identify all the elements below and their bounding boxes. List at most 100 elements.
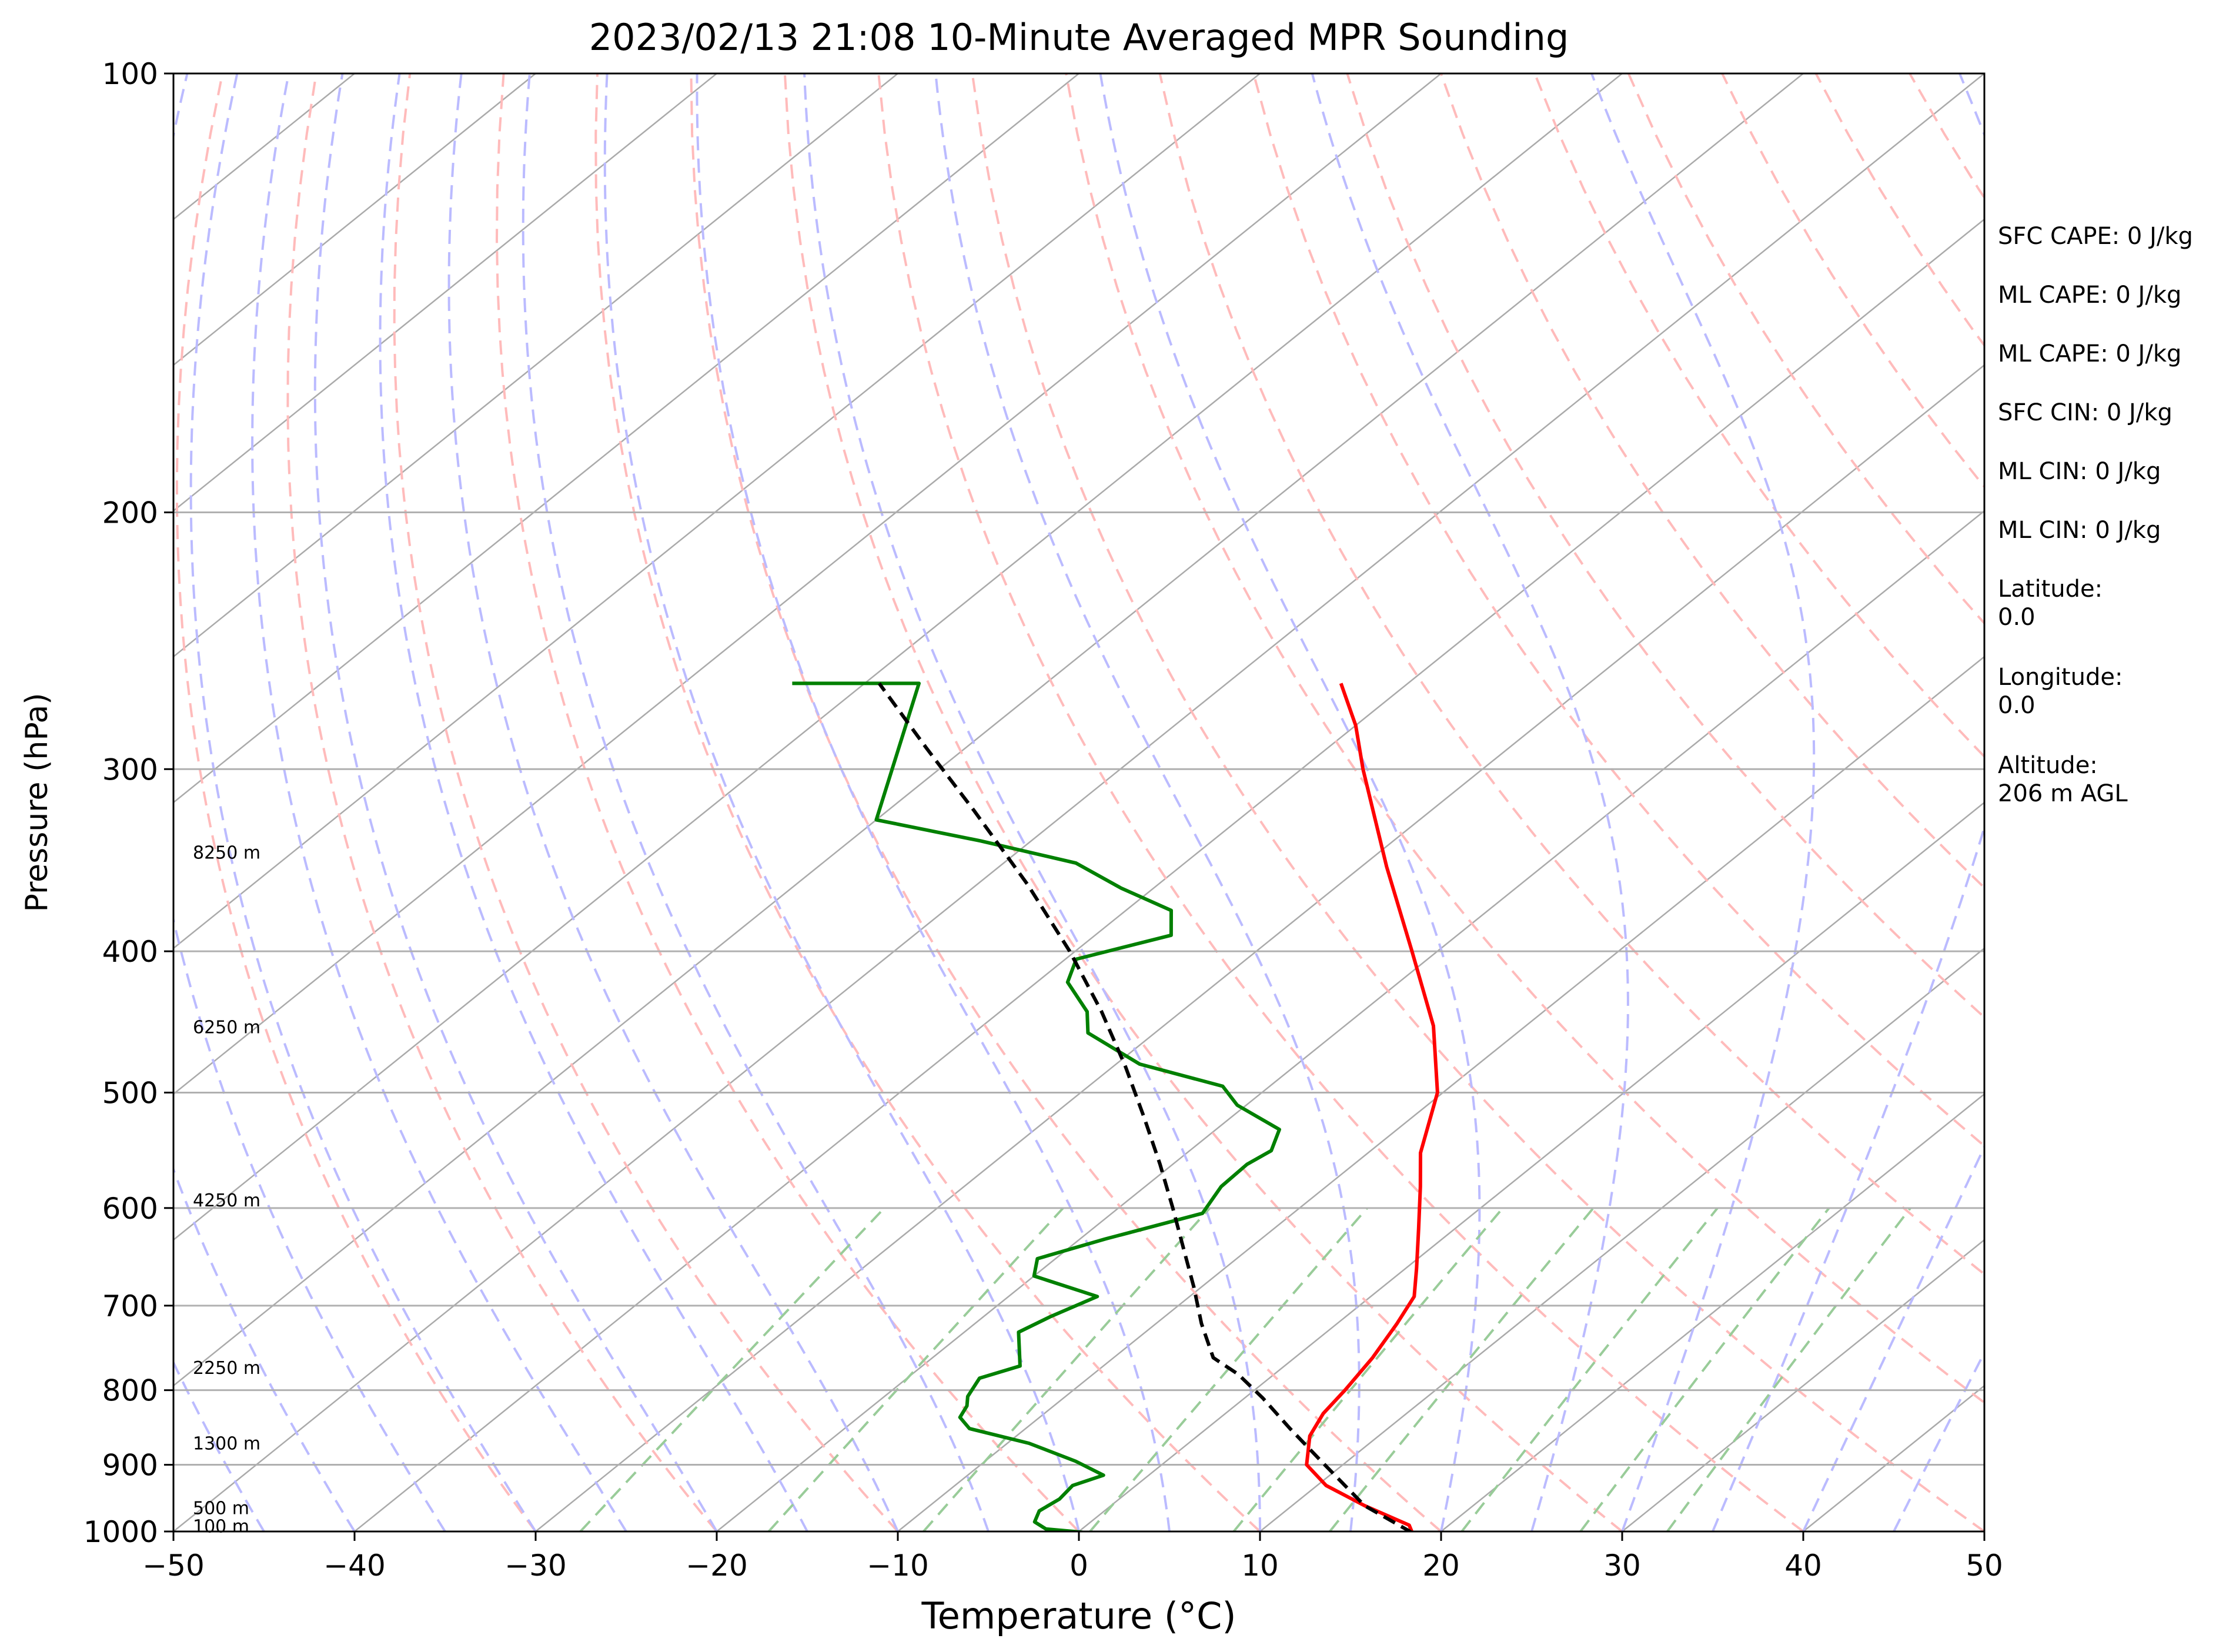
moist-adiabat-line bbox=[189, 73, 537, 1531]
moist-adiabat-line bbox=[1099, 73, 1481, 1531]
x-tick-label: 10 bbox=[1241, 1549, 1279, 1583]
height-label: 500 m bbox=[193, 1499, 249, 1519]
x-tick-label: 30 bbox=[1603, 1549, 1641, 1583]
moist-adiabat-line bbox=[1712, 73, 1984, 1531]
isotherm-line bbox=[354, 218, 1984, 1531]
moist-adiabat-line bbox=[934, 73, 1361, 1531]
isotherm-line bbox=[716, 510, 1984, 1531]
dry-adiabat-line bbox=[495, 73, 1080, 1531]
y-axis-ticks: 100 200 300 400 500 600 700 800 900 1000 bbox=[83, 57, 173, 1549]
isotherm-line bbox=[173, 73, 1623, 1241]
height-label: 2250 m bbox=[193, 1358, 260, 1379]
height-label: 8250 m bbox=[193, 843, 260, 864]
stat-label: ML CAPE: 0 J/kg bbox=[1998, 340, 2181, 367]
dry-adiabat-line bbox=[393, 73, 899, 1531]
isotherm-line bbox=[173, 73, 717, 512]
dry-adiabat-line bbox=[1252, 73, 1984, 1148]
y-tick-label: 600 bbox=[102, 1192, 158, 1226]
moist-adiabat-line bbox=[173, 73, 446, 1531]
dry-adiabat-line bbox=[690, 73, 1442, 1531]
isotherm-line bbox=[173, 73, 1442, 1095]
stat-label: SFC CAPE: 0 J/kg bbox=[1998, 223, 2193, 250]
x-tick-label: 50 bbox=[1966, 1549, 2003, 1583]
y-axis-label: Pressure (hPa) bbox=[19, 693, 55, 912]
stat-label: Altitude: bbox=[1998, 752, 2098, 779]
dry-adiabat-line bbox=[1533, 73, 1984, 758]
x-tick-label: −20 bbox=[686, 1549, 748, 1583]
x-axis-ticks: −50 −40 −30 −20 −10 0 10 20 30 40 50 bbox=[142, 1531, 2003, 1583]
stat-label: SFC CIN: 0 J/kg bbox=[1998, 399, 2172, 426]
isotherm-line bbox=[173, 73, 1984, 1531]
y-tick-label: 500 bbox=[102, 1076, 158, 1110]
stat-label: ML CIN: 0 J/kg bbox=[1998, 517, 2161, 544]
dewpoint-line bbox=[792, 681, 1281, 1531]
parcel-line bbox=[877, 682, 1413, 1531]
isotherm-line bbox=[173, 73, 1261, 949]
y-tick-label: 700 bbox=[102, 1289, 158, 1323]
isotherm-line bbox=[173, 73, 1079, 804]
dry-adiabat-line bbox=[877, 73, 1804, 1531]
stat-label: ML CIN: 0 J/kg bbox=[1998, 458, 2161, 485]
y-tick-label: 900 bbox=[102, 1449, 158, 1483]
stat-value: 206 m AGL bbox=[1998, 780, 2128, 807]
dry-adiabat-line bbox=[1065, 73, 1984, 1404]
y-tick-label: 1000 bbox=[83, 1515, 158, 1549]
x-tick-label: 0 bbox=[1069, 1549, 1088, 1583]
moist-adiabat-line bbox=[447, 73, 899, 1531]
stat-value: 0.0 bbox=[1998, 692, 2036, 719]
isotherm-line bbox=[1259, 947, 1984, 1531]
moist-adiabat-line bbox=[251, 73, 627, 1531]
stat-value: 0.0 bbox=[1998, 604, 2036, 631]
dry-adiabat-line bbox=[175, 73, 537, 1531]
x-tick-label: −10 bbox=[867, 1549, 929, 1583]
stat-label: Longitude: bbox=[1998, 664, 2123, 691]
dry-adiabat-line bbox=[1346, 73, 1984, 1019]
chart-title: 2023/02/13 21:08 10-Minute Averaged MPR … bbox=[589, 16, 1569, 59]
y-tick-label: 300 bbox=[102, 753, 158, 787]
isotherm-line bbox=[173, 73, 1804, 1387]
x-tick-label: 40 bbox=[1784, 1549, 1822, 1583]
sounding-series bbox=[792, 681, 1439, 1531]
moist-adiabat-line bbox=[1802, 1144, 1984, 1531]
y-tick-label: 400 bbox=[102, 935, 158, 969]
moist-adiabat-line bbox=[603, 73, 1080, 1531]
isotherm-line bbox=[173, 73, 536, 366]
x-tick-label: 20 bbox=[1422, 1549, 1460, 1583]
stat-label: ML CAPE: 0 J/kg bbox=[1998, 282, 2181, 309]
moist-adiabat-line bbox=[313, 73, 718, 1531]
moist-adiabat-line bbox=[522, 73, 990, 1531]
isotherm-line bbox=[1440, 1093, 1984, 1531]
dry-adiabat-line bbox=[971, 73, 1984, 1531]
moist-adiabat-line bbox=[1893, 1350, 1984, 1531]
moist-adiabat-line bbox=[379, 73, 808, 1531]
moist-adiabat-line bbox=[173, 1360, 265, 1531]
x-tick-label: −40 bbox=[323, 1549, 386, 1583]
isotherm-line bbox=[1078, 801, 1984, 1531]
mixing-ratio-line bbox=[1579, 1207, 1830, 1531]
temperature-line bbox=[1305, 683, 1439, 1531]
height-label: 4250 m bbox=[193, 1190, 260, 1211]
moist-adiabat-line bbox=[803, 73, 1261, 1531]
y-tick-label: 200 bbox=[102, 496, 158, 530]
dry-adiabat-line bbox=[1439, 73, 1984, 889]
y-tick-label: 100 bbox=[102, 57, 158, 91]
x-tick-label: −30 bbox=[504, 1549, 567, 1583]
x-tick-label: −50 bbox=[142, 1549, 205, 1583]
moist-adiabat-line bbox=[1590, 73, 1816, 1531]
isotherm-line bbox=[897, 656, 1984, 1531]
stat-label: Latitude: bbox=[1998, 576, 2103, 603]
dry-adiabat-line bbox=[783, 73, 1623, 1531]
mixing-ratio-line bbox=[1666, 1207, 1911, 1531]
dry-adiabat-line bbox=[1158, 73, 1984, 1276]
isotherm-line bbox=[535, 364, 1984, 1531]
isotherm-line bbox=[173, 73, 898, 658]
height-label: 100 m bbox=[193, 1517, 249, 1537]
height-label: 1300 m bbox=[193, 1433, 260, 1454]
x-axis-label: Temperature (°C) bbox=[921, 1594, 1236, 1637]
isotherm-line bbox=[1622, 1239, 1984, 1531]
sounding-stats: SFC CAPE: 0 J/kg ML CAPE: 0 J/kg ML CAPE: … bbox=[1998, 223, 2193, 807]
height-label: 6250 m bbox=[193, 1018, 260, 1038]
moist-adiabat-line bbox=[173, 1166, 356, 1531]
